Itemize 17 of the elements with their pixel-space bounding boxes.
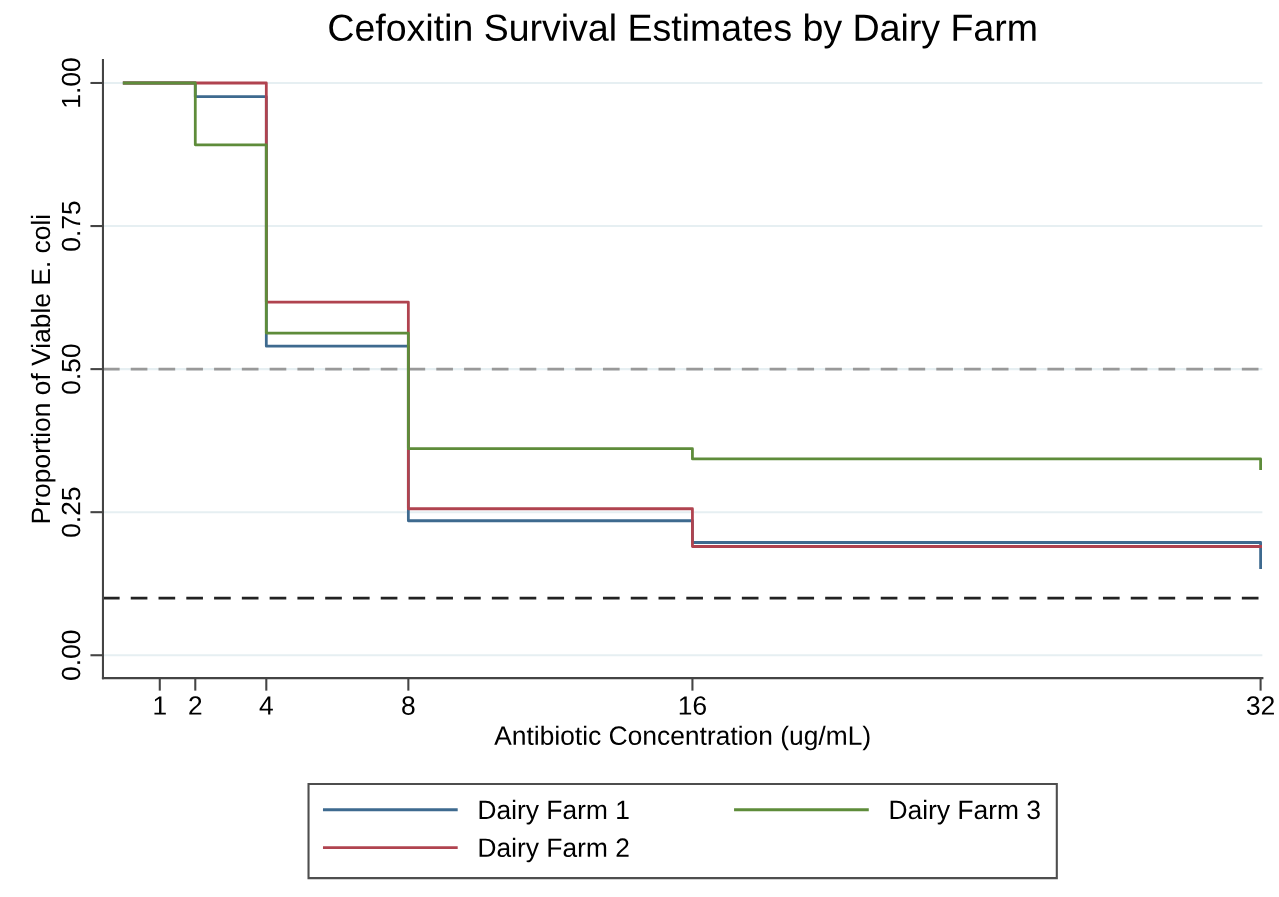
chart-title: Cefoxitin Survival Estimates by Dairy Farm <box>329 13 1036 49</box>
legend-label: Dairy Farm 2 <box>479 837 629 863</box>
x-tick-label: 8 <box>402 696 415 715</box>
y-tick-label: 0.50 <box>61 344 81 394</box>
y-axis-title: Proportion of Viable E. coli <box>30 215 56 523</box>
x-axis-title: Antibiotic Concentration (ug/mL) <box>494 725 870 751</box>
y-tick-label: 0.25 <box>61 487 81 537</box>
y-tick-label: 1.00 <box>61 58 81 107</box>
legend-label: Dairy Farm 1 <box>479 799 629 825</box>
x-tick-label: 2 <box>189 696 202 715</box>
y-tick-label: 0.75 <box>61 201 81 251</box>
x-tick-label: 1 <box>154 696 166 715</box>
x-tick-label: 4 <box>259 696 273 715</box>
x-tick-label: 32 <box>1246 696 1274 715</box>
y-tick-label: 0.00 <box>61 630 81 680</box>
legend-label: Dairy Farm 3 <box>890 799 1040 825</box>
x-tick-label: 16 <box>679 696 706 715</box>
